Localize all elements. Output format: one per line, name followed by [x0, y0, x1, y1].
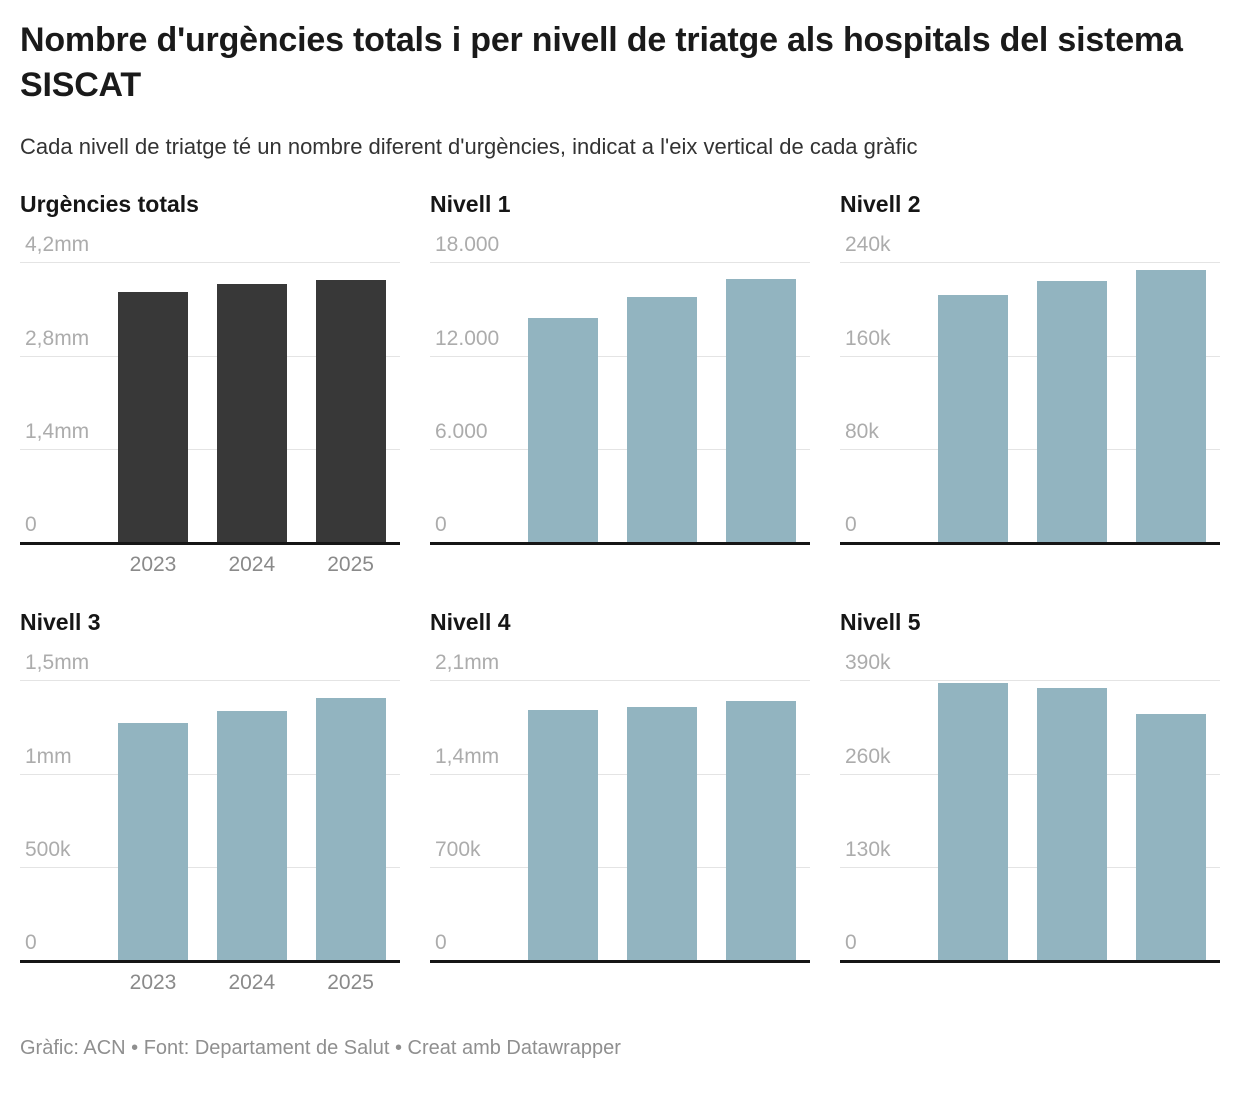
bar-2023	[118, 723, 188, 961]
gridline	[840, 262, 1220, 264]
attribution-footer: Gràfic: ACN • Font: Departament de Salut…	[20, 1037, 621, 1060]
gridline	[430, 680, 810, 682]
bar-2025	[1135, 270, 1206, 543]
y-axis-tick-label: 1,4mm	[25, 420, 90, 444]
gridline	[20, 773, 400, 775]
gridline	[20, 449, 400, 451]
bar-2024	[626, 296, 697, 543]
panel-title: Nivell 1	[430, 191, 511, 218]
gridline	[430, 867, 810, 869]
bar-2024	[1036, 688, 1107, 961]
chart-panel: Nivell 2 240k 160k 80k 0	[840, 191, 1220, 579]
y-axis-tick-label: 1mm	[25, 744, 72, 768]
panel-title: Nivell 5	[840, 609, 921, 636]
x-axis-year-label: 2024	[228, 971, 276, 995]
bar-2023	[938, 683, 1008, 961]
y-axis-tick-label: 18.000	[435, 233, 500, 257]
bar-2025	[315, 279, 386, 543]
bar-2023	[528, 318, 598, 543]
plot-area: 18.000 12.000 6.000 0	[430, 234, 810, 546]
bar-2024	[216, 711, 287, 961]
page-subtitle: Cada nivell de triatge té un nombre dife…	[20, 133, 918, 159]
bar-2024	[216, 283, 287, 543]
x-axis-year-label: 2024	[228, 553, 276, 577]
x-axis	[840, 963, 1220, 997]
y-axis-tick-label: 0	[25, 931, 37, 955]
y-axis-tick-label: 2,8mm	[25, 326, 90, 350]
plot-area: 4,2mm 2,8mm 1,4mm 0	[20, 234, 400, 546]
gridline	[20, 262, 400, 264]
x-axis: 2023 2024 2025	[20, 545, 400, 579]
y-axis-tick-label: 700k	[435, 838, 481, 862]
gridline	[840, 773, 1220, 775]
y-axis-tick-label: 6.000	[435, 420, 488, 444]
gridline	[20, 355, 400, 357]
plot-area: 1,5mm 1mm 500k 0	[20, 652, 400, 964]
panel-title: Urgències totals	[20, 191, 199, 218]
chart-panel: Nivell 4 2,1mm 1,4mm 700k 0	[430, 609, 810, 997]
y-axis-tick-label: 500k	[25, 838, 71, 862]
y-axis-tick-label: 240k	[845, 233, 891, 257]
x-axis: 2023 2024 2025	[20, 963, 400, 997]
x-axis	[430, 963, 810, 997]
y-axis-tick-label: 1,5mm	[25, 651, 90, 675]
small-multiples-grid: Urgències totals 4,2mm 2,8mm 1,4mm 0 2023 20…	[20, 191, 1220, 997]
plot-area: 2,1mm 1,4mm 700k 0	[430, 652, 810, 964]
plot-area: 390k 260k 130k 0	[840, 652, 1220, 964]
y-axis-tick-label: 0	[435, 513, 447, 537]
gridline	[20, 680, 400, 682]
gridline	[430, 773, 810, 775]
gridline	[430, 262, 810, 264]
x-axis-year-label: 2023	[129, 553, 177, 577]
gridline	[840, 449, 1220, 451]
y-axis-tick-label: 0	[845, 931, 857, 955]
panel-title: Nivell 4	[430, 609, 511, 636]
x-axis-year-label: 2025	[327, 553, 374, 577]
y-axis-tick-label: 0	[25, 513, 37, 537]
y-axis-tick-label: 260k	[845, 744, 891, 768]
gridline	[430, 449, 810, 451]
y-axis-tick-label: 80k	[845, 420, 879, 444]
page-title: Nombre d'urgències totals i per nivell d…	[20, 21, 1183, 104]
y-axis-tick-label: 2,1mm	[435, 651, 500, 675]
bar-2024	[1036, 281, 1107, 543]
y-axis-tick-label: 160k	[845, 326, 891, 350]
plot-area: 240k 160k 80k 0	[840, 234, 1220, 546]
y-axis-tick-label: 12.000	[435, 326, 500, 350]
chart-panel: Urgències totals 4,2mm 2,8mm 1,4mm 0 2023 20…	[20, 191, 400, 579]
gridline	[840, 680, 1220, 682]
bar-2025	[315, 698, 386, 961]
bar-2023	[118, 291, 188, 543]
y-axis-tick-label: 4,2mm	[25, 233, 90, 257]
y-axis-tick-label: 390k	[845, 651, 891, 675]
bar-2024	[626, 707, 697, 961]
x-axis-year-label: 2023	[129, 971, 177, 995]
bar-2023	[528, 709, 598, 961]
chart-panel: Nivell 3 1,5mm 1mm 500k 0 2023 2024 2025	[20, 609, 400, 997]
x-axis-year-label: 2025	[327, 971, 374, 995]
bar-2025	[725, 701, 796, 961]
gridline	[840, 867, 1220, 869]
gridline	[430, 355, 810, 357]
x-axis	[840, 545, 1220, 579]
panel-title: Nivell 3	[20, 609, 101, 636]
chart-panel: Nivell 1 18.000 12.000 6.000 0	[430, 191, 810, 579]
bar-2023	[938, 295, 1008, 543]
bar-2025	[1135, 714, 1206, 961]
gridline	[840, 355, 1220, 357]
chart-panel: Nivell 5 390k 260k 130k 0	[840, 609, 1220, 997]
y-axis-tick-label: 0	[435, 931, 447, 955]
x-axis	[430, 545, 810, 579]
y-axis-tick-label: 0	[845, 513, 857, 537]
y-axis-tick-label: 1,4mm	[435, 744, 500, 768]
y-axis-tick-label: 130k	[845, 838, 891, 862]
panel-title: Nivell 2	[840, 191, 921, 218]
bar-2025	[725, 278, 796, 543]
gridline	[20, 867, 400, 869]
